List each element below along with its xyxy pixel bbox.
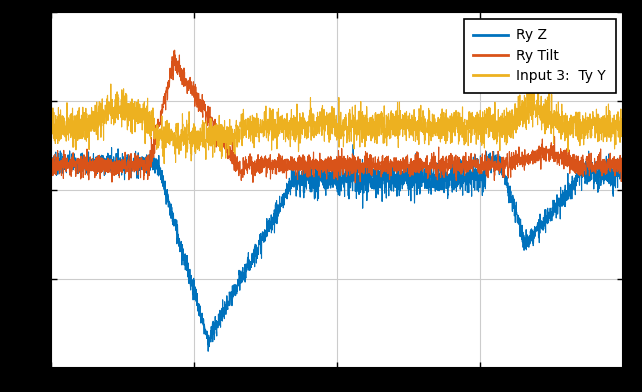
Ry Tilt [351, 180, 359, 185]
Line: Ry Tilt: Ry Tilt [51, 50, 623, 183]
Ry Z [204, 349, 212, 354]
Input 3:  Ty Y: (0.197, -0.0524): Ty Y: (0.197, -0.0524) [160, 161, 168, 166]
Input 3:  Ty Y: (0.173, 0.1): Ty Y: (0.173, 0.1) [146, 128, 154, 133]
Ry Tilt [171, 48, 178, 53]
Legend: Ry Z, Ry Tilt, Input 3:  Ty Y: Ry Z, Ry Tilt, Input 3: Ty Y [464, 19, 616, 93]
Input 3:  Ty Y: (0.427, 0.0695): Ty Y: (0.427, 0.0695) [291, 135, 299, 140]
Ry Z [619, 173, 627, 178]
Ry Z [146, 168, 154, 172]
Ry Z [349, 142, 357, 147]
Line: Input 3:  Ty Y: Input 3: Ty Y [51, 83, 623, 163]
Ry Z [48, 152, 55, 156]
Input 3:  Ty Y: (0.384, 0.194): Ty Y: (0.384, 0.194) [267, 108, 275, 113]
Line: Ry Z: Ry Z [51, 144, 623, 351]
Ry Tilt [619, 159, 627, 164]
Ry Tilt [291, 163, 299, 168]
Ry Tilt [546, 156, 554, 161]
Ry Tilt [146, 164, 154, 169]
Input 3:  Ty Y: (0.873, 0.188): Ty Y: (0.873, 0.188) [546, 109, 554, 114]
Ry Z [112, 169, 120, 173]
Ry Tilt [267, 169, 275, 174]
Ry Z [291, 160, 299, 165]
Ry Tilt [608, 163, 616, 167]
Input 3:  Ty Y: (0.114, 0.211): Ty Y: (0.114, 0.211) [112, 104, 120, 109]
Ry Z [546, 219, 554, 223]
Input 3:  Ty Y: (0.833, 0.319): Ty Y: (0.833, 0.319) [523, 81, 531, 86]
Ry Z [267, 221, 275, 226]
Input 3:  Ty Y: (0.981, 0.136): Ty Y: (0.981, 0.136) [608, 120, 616, 125]
Input 3:  Ty Y: (1, 0.14): Ty Y: (1, 0.14) [619, 120, 627, 124]
Ry Tilt [112, 156, 120, 160]
Ry Z [608, 172, 616, 177]
Input 3:  Ty Y: (0, 0.0963): Ty Y: (0, 0.0963) [48, 129, 55, 134]
Ry Tilt [48, 165, 55, 170]
